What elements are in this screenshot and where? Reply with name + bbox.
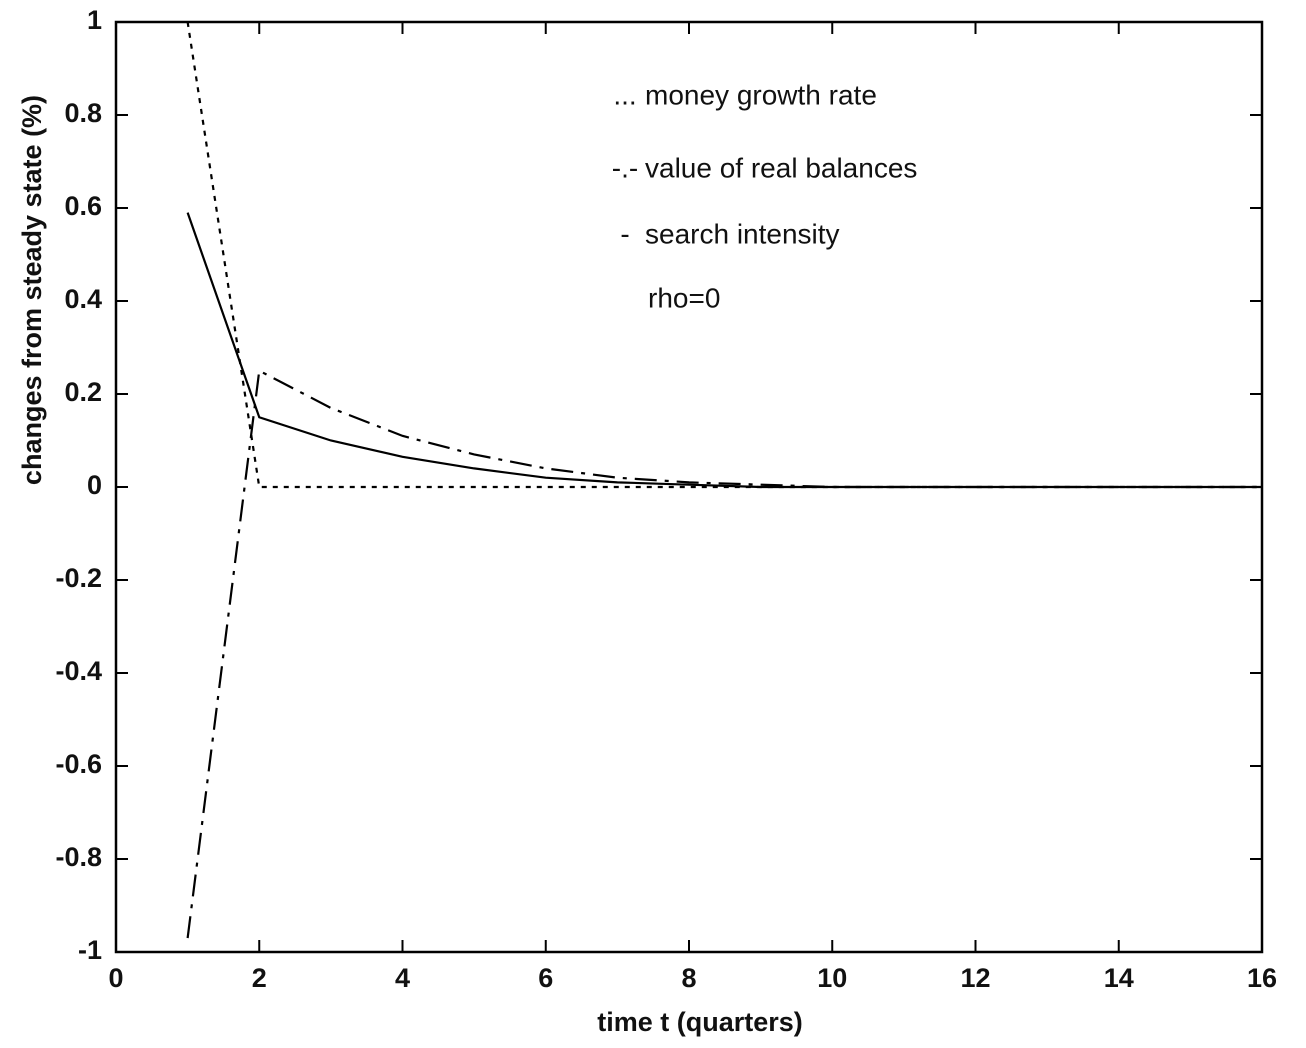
legend-marker: -	[620, 218, 629, 249]
x-tick-label: 8	[681, 963, 696, 993]
x-tick-label: 14	[1104, 963, 1134, 993]
y-axis-label: changes from steady state (%)	[17, 95, 47, 485]
x-tick-label: 16	[1247, 963, 1277, 993]
y-tick-label: 1	[87, 5, 102, 35]
x-tick-label: 10	[817, 963, 847, 993]
y-tick-label: -0.4	[55, 656, 102, 686]
series-line	[186, 22, 1262, 489]
legend-marker: -.-	[612, 152, 638, 183]
series-line	[186, 212, 1262, 489]
y-tick-label: 0.2	[64, 377, 102, 407]
legend-label: search intensity	[645, 218, 840, 249]
legend-label: money growth rate	[645, 79, 877, 110]
x-tick-label: 2	[252, 963, 267, 993]
y-tick-label: -1	[78, 935, 102, 965]
x-tick-label: 12	[960, 963, 990, 993]
x-tick-label: 0	[108, 963, 123, 993]
x-tick-label: 4	[395, 963, 410, 993]
y-tick-label: 0.8	[64, 98, 102, 128]
legend-marker: ...	[613, 79, 636, 110]
series-line	[186, 369, 1262, 939]
y-tick-label: 0.4	[64, 284, 102, 314]
y-tick-label: 0	[87, 470, 102, 500]
y-tick-label: -0.2	[55, 563, 102, 593]
x-tick-label: 6	[538, 963, 553, 993]
y-tick-label: 0.6	[64, 191, 102, 221]
annotation: rho=0	[648, 282, 720, 313]
x-axis-label: time t (quarters)	[597, 1007, 803, 1037]
y-tick-label: -0.6	[55, 749, 102, 779]
legend-label: value of real balances	[645, 152, 917, 183]
y-tick-label: -0.8	[55, 842, 102, 872]
